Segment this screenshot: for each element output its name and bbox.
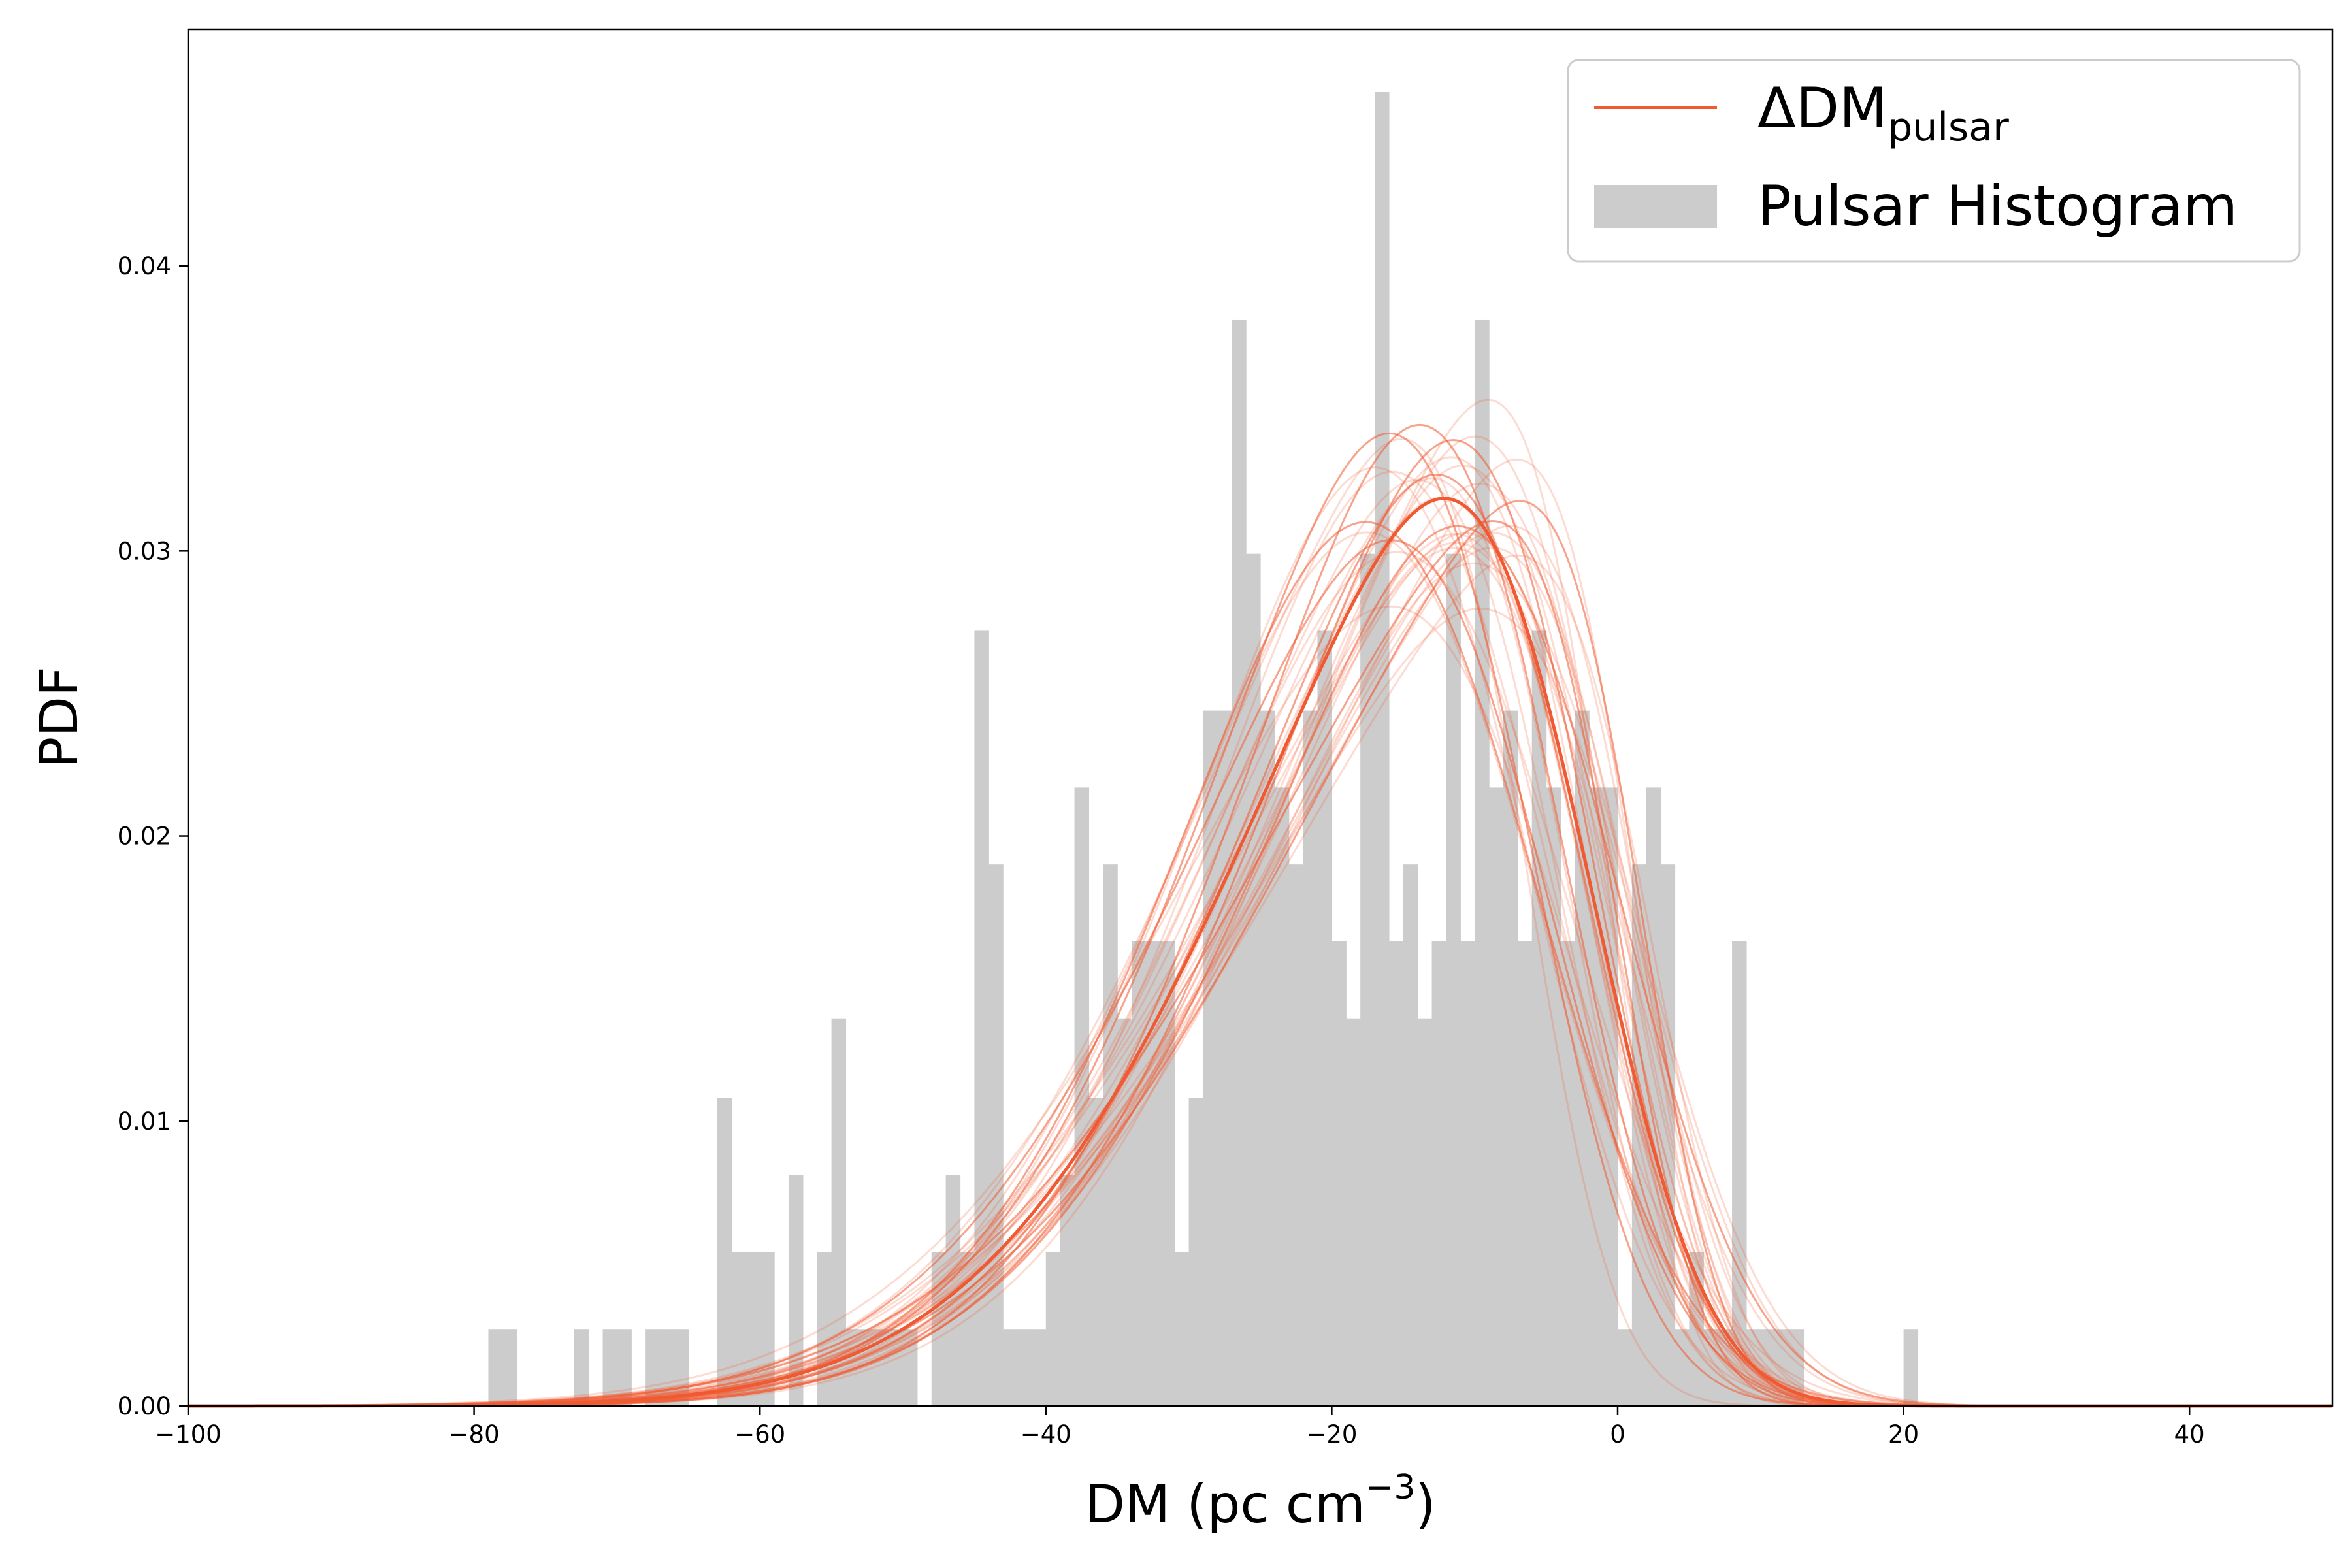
axes-frame: [187, 28, 2334, 1407]
histogram-bar: [602, 1329, 617, 1406]
x-tick-label: −80: [449, 1420, 500, 1448]
histogram-bar: [745, 1252, 760, 1406]
histogram-bar: [617, 1329, 632, 1406]
histogram-bar: [1603, 787, 1618, 1406]
x-tick-label: 40: [2174, 1420, 2205, 1448]
x-axis-label-text: DM (pc cm: [1085, 1474, 1365, 1535]
histogram-bar: [1274, 787, 1290, 1406]
histogram-bar: [1203, 710, 1218, 1406]
histogram-bar: [574, 1329, 589, 1406]
histogram-bar: [1517, 941, 1533, 1406]
histogram-bar: [1903, 1329, 1919, 1406]
histogram-bar: [945, 1175, 961, 1406]
histogram-bar: [1560, 941, 1575, 1406]
histogram-bar: [488, 1329, 503, 1406]
x-axis-label: DM (pc cm−3): [1085, 1468, 1435, 1535]
y-tick-label: 0.02: [118, 823, 171, 851]
histogram-bar: [974, 630, 989, 1407]
histogram-bar: [1017, 1329, 1032, 1406]
histogram-bar: [1232, 319, 1247, 1407]
legend-histogram-label: Pulsar Histogram: [1757, 174, 2238, 239]
histogram-bar: [960, 1252, 975, 1406]
legend-curve-label-sub: pulsar: [1887, 105, 2009, 150]
histogram-bar: [1346, 1018, 1361, 1406]
histogram-bar: [845, 1329, 860, 1406]
x-axis-label-sup: −3: [1365, 1468, 1416, 1507]
histogram-bar: [1360, 553, 1375, 1407]
histogram-bar: [1045, 1252, 1061, 1406]
histogram-bar: [1417, 1018, 1433, 1406]
histogram-bar: [1732, 941, 1747, 1406]
histogram-bar: [874, 1329, 889, 1406]
histogram-bar: [1546, 787, 1561, 1406]
histogram-bar: [1718, 1329, 1733, 1406]
histogram-bar: [660, 1329, 675, 1406]
histogram-bar: [1618, 1329, 1633, 1406]
y-tick-label: 0.01: [118, 1107, 171, 1135]
histogram-bar: [1303, 710, 1318, 1406]
histogram-bar: [1531, 630, 1547, 1407]
histogram-bar: [1403, 864, 1418, 1406]
histogram-bar: [1446, 553, 1461, 1407]
histogram-bar: [502, 1329, 517, 1406]
legend-curve-label-main: ΔDM: [1757, 76, 1887, 141]
legend-curve-label: ΔDMpulsar: [1757, 76, 2009, 150]
histogram-bar: [1117, 1018, 1132, 1406]
histogram-bar: [1003, 1329, 1018, 1406]
legend-box: [1567, 59, 2301, 263]
histogram-bar: [1388, 941, 1404, 1406]
histogram-bar: [1503, 710, 1518, 1406]
histogram-bar: [1674, 1329, 1690, 1406]
histogram-bar: [731, 1252, 746, 1406]
x-axis: −100 −80 −60 −40 −20 0 20 40: [155, 1406, 2205, 1448]
histogram-bar: [988, 864, 1004, 1406]
histogram-bar: [1031, 1329, 1047, 1406]
x-tick-label: 20: [1888, 1420, 1919, 1448]
histogram-bar: [1375, 91, 1390, 1407]
histogram-bar: [788, 1175, 804, 1406]
y-tick-label: 0.04: [118, 252, 171, 280]
histogram-bar: [831, 1018, 847, 1406]
histogram-bar: [1589, 787, 1604, 1406]
histogram-bar: [1431, 941, 1447, 1406]
y-tick-label: 0.00: [118, 1392, 171, 1420]
histogram-bar: [1489, 787, 1504, 1406]
y-tick-label: 0.03: [118, 537, 171, 565]
histogram-bar: [1631, 864, 1647, 1406]
histogram-bar: [1317, 630, 1332, 1407]
histogram-bar: [1188, 1098, 1204, 1406]
histogram-bar: [1145, 941, 1161, 1406]
histogram-bar: [1060, 1175, 1075, 1406]
histogram-bar: [1217, 710, 1232, 1406]
histogram-bar: [1475, 319, 1490, 1407]
histogram-bar: [717, 1098, 732, 1406]
y-axis: 0.00 0.01 0.02 0.03 0.04: [118, 252, 188, 1420]
legend-histogram-swatch: [1594, 185, 1717, 228]
histogram-bar: [1074, 787, 1090, 1406]
x-tick-label: −40: [1021, 1420, 1071, 1448]
histogram-bar: [1288, 864, 1304, 1406]
histogram-bar: [1260, 710, 1275, 1406]
histogram-bar: [1646, 787, 1661, 1406]
histogram-bar: [645, 1329, 661, 1406]
histogram-bar: [1174, 1252, 1190, 1406]
x-axis-label-close: ): [1415, 1474, 1435, 1535]
histogram-bar: [1460, 941, 1475, 1406]
x-tick-label: 0: [1610, 1420, 1625, 1448]
x-tick-label: −60: [734, 1420, 785, 1448]
x-tick-label: −20: [1306, 1420, 1357, 1448]
x-tick-label: −100: [155, 1420, 221, 1448]
histogram-bar: [1331, 941, 1347, 1406]
legend: ΔDMpulsar Pulsar Histogram: [1567, 59, 2301, 263]
y-axis-label: PDF: [29, 666, 90, 768]
